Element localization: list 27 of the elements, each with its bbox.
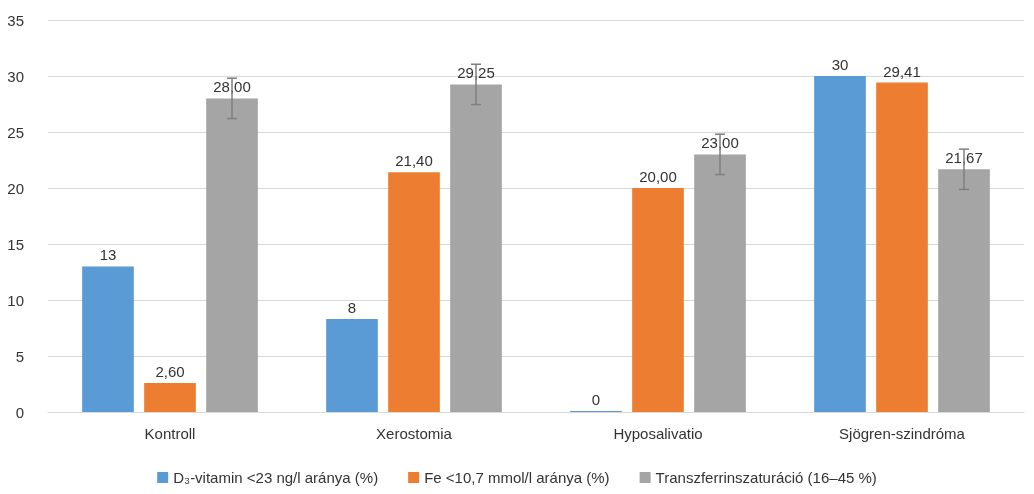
data-label: 28,00 [213,78,251,96]
data-label: 8 [347,299,357,317]
data-label: 21,40 [395,152,433,170]
y-tick-label: 30 [7,67,24,85]
y-tick-label: 10 [7,291,24,309]
x-tick-label: Xerostomia [376,425,453,442]
y-tick-label: 35 [7,11,24,29]
y-tick-label: 25 [7,123,24,141]
x-tick-label: Sjögren-szindróma [839,425,966,442]
y-tick-label: 5 [15,347,24,365]
legend-label: Fe <10,7 mmol/l aránya (%) [424,469,610,486]
data-label: 20,00 [639,168,677,185]
legend-label: Transzferrinszaturáció (16–45 %) [655,469,877,486]
data-label: 30 [831,56,849,73]
data-label: 23,00 [701,134,739,152]
data-label: 0 [591,391,601,408]
y-tick-label: 0 [15,403,24,421]
x-tick-label: Hyposalivatio [613,425,703,442]
y-tick-label: 15 [7,235,24,253]
data-label: 29,25 [457,64,495,82]
data-label: 21,67 [945,149,983,167]
legend-label: D₃-vitamin <23 ng/l aránya (%) [173,469,379,486]
data-label: 13 [99,246,117,264]
x-tick-label: Kontroll [144,425,196,442]
data-label: 29,41 [883,62,921,80]
y-tick-label: 20 [7,179,24,197]
data-label: 2,60 [155,362,185,380]
